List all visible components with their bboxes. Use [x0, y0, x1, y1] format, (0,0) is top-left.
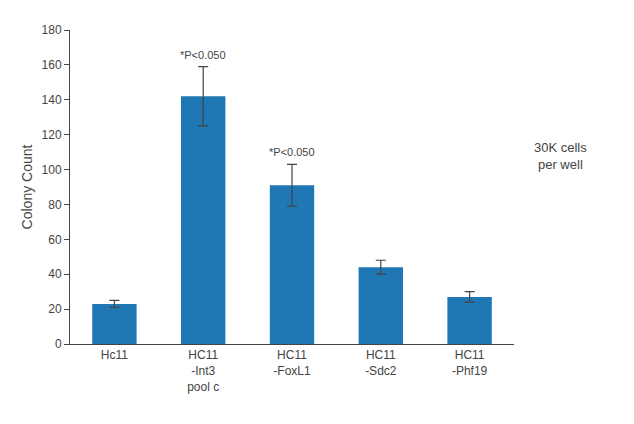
svg-text:80: 80 [48, 198, 62, 212]
svg-text:HC11-Int3pool c: HC11-Int3pool c [187, 348, 219, 393]
svg-text:120: 120 [42, 128, 62, 142]
svg-text:Hc11: Hc11 [101, 348, 128, 362]
svg-text:*P<0.050: *P<0.050 [180, 49, 226, 61]
svg-text:100: 100 [42, 163, 62, 177]
svg-text:20: 20 [48, 302, 62, 316]
svg-text:160: 160 [42, 58, 62, 72]
svg-text:HC11-Phf19: HC11-Phf19 [452, 348, 488, 378]
svg-text:HC11-FoxL1: HC11-FoxL1 [273, 348, 311, 378]
svg-text:0: 0 [55, 337, 62, 351]
svg-text:30K cellsper well: 30K cellsper well [534, 140, 587, 172]
svg-text:60: 60 [48, 233, 62, 247]
svg-text:*P<0.050: *P<0.050 [269, 146, 315, 158]
svg-text:HC11-Sdc2: HC11-Sdc2 [365, 348, 397, 378]
svg-text:180: 180 [42, 23, 62, 37]
svg-text:140: 140 [42, 93, 62, 107]
svg-text:Colony Count: Colony Count [19, 144, 35, 229]
svg-text:40: 40 [48, 267, 62, 281]
